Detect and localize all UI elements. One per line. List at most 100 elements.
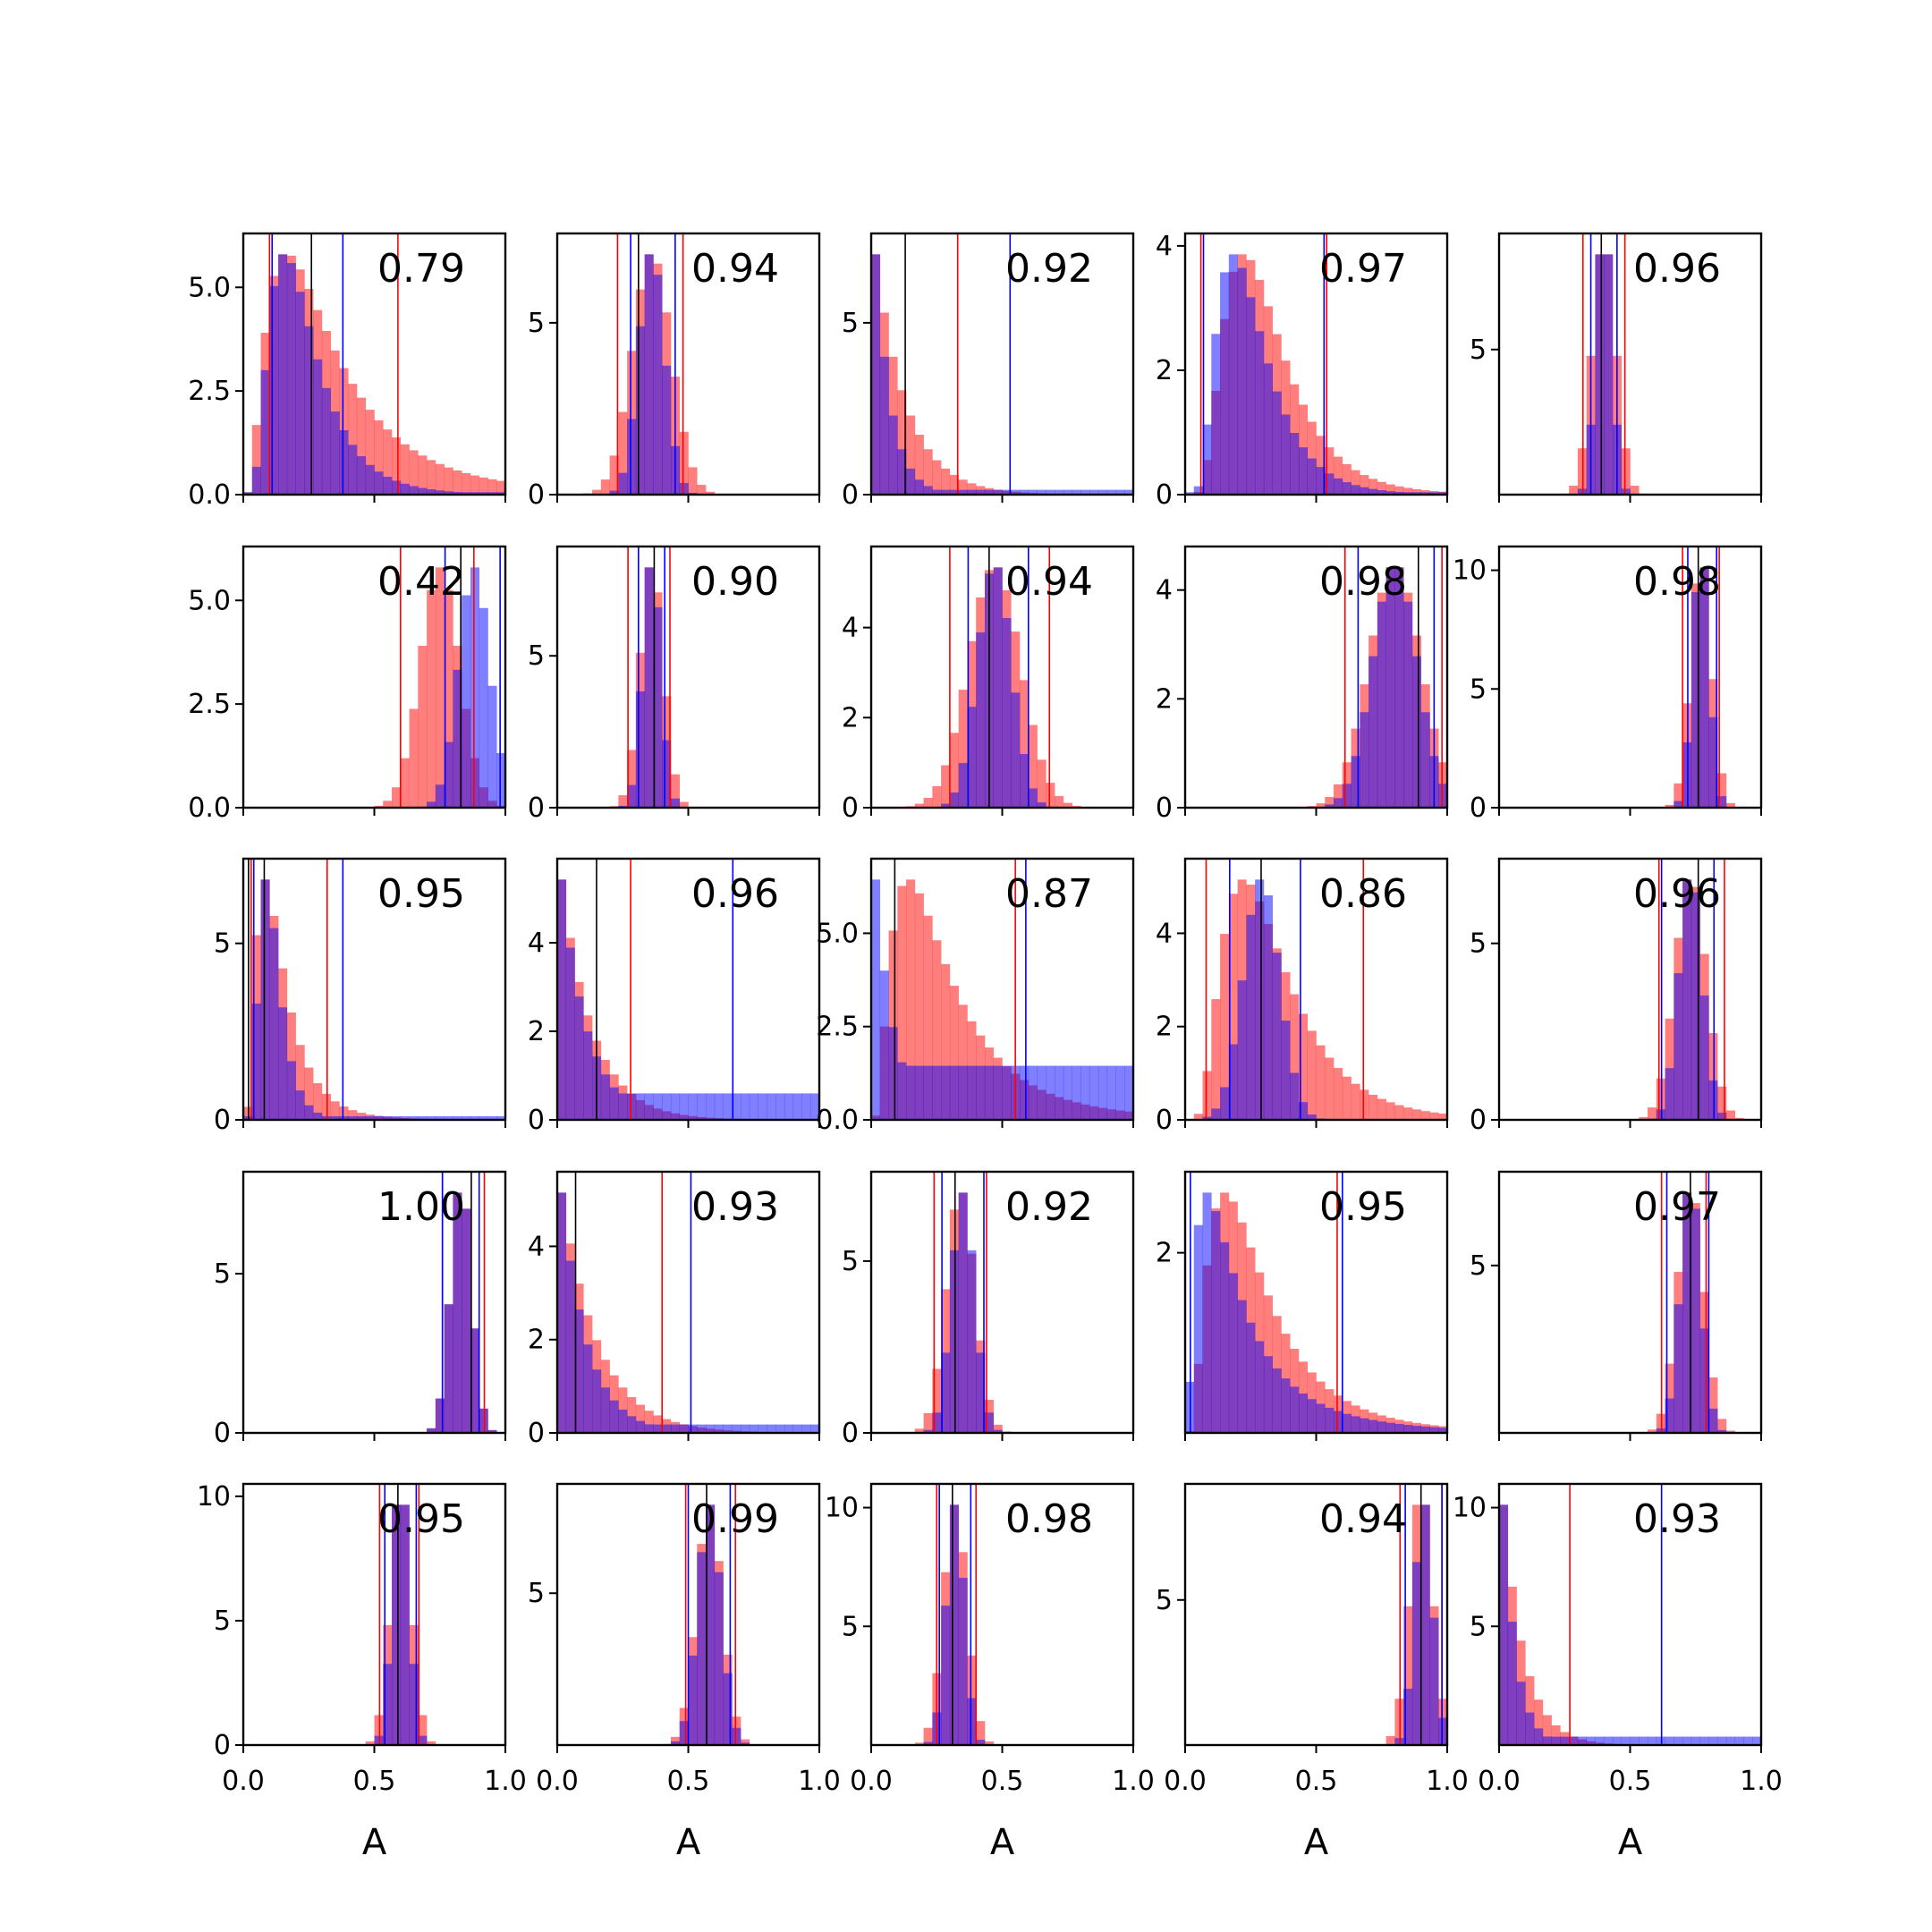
blue-hist-bar <box>1028 1065 1038 1120</box>
blue-hist-bar <box>1255 331 1265 495</box>
blue-hist-bar <box>1325 1407 1335 1433</box>
red-hist-bar <box>1325 797 1335 808</box>
red-hist-bar <box>383 429 393 495</box>
blue-hist-bar <box>1438 1717 1448 1745</box>
blue-hist-bar <box>1752 1736 1762 1745</box>
blue-hist-bar <box>1089 489 1099 495</box>
blue-hist-bar <box>1115 489 1125 495</box>
axes-frame <box>869 1482 1135 1747</box>
blue-hist-bar <box>278 1007 288 1120</box>
y-tick-label: 5 <box>528 640 545 672</box>
blue-hist-bar <box>1612 1736 1623 1745</box>
blue-hist-bar <box>688 1655 698 1745</box>
panel-value-label: 0.42 <box>377 559 465 605</box>
blue-hist-bar <box>984 1412 995 1433</box>
blue-hist-bar <box>958 1065 968 1120</box>
blue-hist-bar <box>427 489 436 495</box>
blue-hist-bar <box>479 1115 488 1120</box>
red-hist-bar <box>330 1101 340 1120</box>
blue-hist-bar <box>1089 1065 1099 1120</box>
y-tick-label: 10 <box>1453 1493 1487 1524</box>
y-tick-label: 0 <box>1470 792 1487 824</box>
blue-hist-bar <box>1272 1368 1282 1433</box>
blue-hist-bar <box>409 1664 419 1745</box>
red-hist-bar <box>644 1411 654 1433</box>
panel-value-label: 0.92 <box>1005 246 1093 292</box>
red-hist-bar <box>914 435 924 495</box>
blue-hist-bar <box>1708 1080 1718 1120</box>
red-hist-bar <box>627 1397 637 1433</box>
y-tick-label: 4 <box>842 613 859 644</box>
blue-hist-bar <box>374 1735 384 1745</box>
red-hist-bar <box>1385 1736 1395 1745</box>
red-hist-bar <box>374 1715 384 1745</box>
blue-hist-bar <box>609 1400 619 1433</box>
y-tick-label: 10 <box>1453 555 1487 587</box>
panel-r1-c3: 050.92 <box>842 232 1135 511</box>
y-tick-label: 5 <box>1470 928 1487 960</box>
x-tick-label: 1.0 <box>1426 1766 1469 1797</box>
blue-hist-bar <box>976 1065 986 1120</box>
blue-hist-bar <box>627 784 637 808</box>
red-hist-bar <box>688 467 698 495</box>
red-hist-bar <box>1334 1068 1343 1120</box>
red-hist-bar <box>1648 1107 1657 1120</box>
blue-hist-bar <box>879 356 889 495</box>
blue-hist-bar <box>801 1424 811 1433</box>
blue-hist-bar <box>1743 1736 1753 1745</box>
red-hist-bar <box>1063 802 1072 808</box>
blue-hist-bar <box>644 254 654 495</box>
blue-hist-bar <box>627 1416 637 1433</box>
blue-hist-bar <box>1708 1736 1718 1745</box>
red-hist-bar <box>356 397 367 495</box>
red-hist-bar <box>1046 783 1055 808</box>
blue-hist-bar <box>435 1115 445 1120</box>
blue-hist-bar <box>1316 1403 1326 1433</box>
blue-hist-bar <box>1534 1728 1544 1745</box>
blue-hist-bar <box>679 1093 689 1120</box>
y-tick-label: 5.0 <box>188 585 231 616</box>
blue-hist-bar <box>1185 492 1195 495</box>
blue-hist-bar <box>914 1065 924 1120</box>
blue-hist-bar <box>618 1409 628 1433</box>
y-tick-label: 2 <box>528 1016 545 1047</box>
blue-hist-bar <box>1368 1419 1378 1433</box>
blue-hist-bar <box>1080 1065 1090 1120</box>
blue-hist-bar <box>243 492 253 495</box>
blue-hist-bar <box>775 1093 785 1120</box>
red-hist-bar <box>670 774 681 808</box>
red-hist-bar <box>1420 1111 1430 1120</box>
blue-hist-bar <box>644 567 654 808</box>
blue-hist-bar <box>1080 489 1090 495</box>
red-hist-bar <box>427 589 436 808</box>
red-hist-bar <box>1394 1105 1404 1120</box>
red-hist-bar <box>600 479 610 495</box>
blue-hist-bar <box>1281 1021 1291 1120</box>
blue-hist-bar <box>810 1424 820 1433</box>
x-tick-label: 0.0 <box>1164 1766 1207 1797</box>
red-hist-bar <box>1193 1114 1203 1120</box>
blue-hist-bar <box>749 1424 758 1433</box>
blue-hist-bar <box>574 1309 584 1433</box>
blue-hist-bar <box>295 292 305 495</box>
blue-hist-bar <box>1106 489 1116 495</box>
blue-hist-bar <box>435 1398 445 1433</box>
blue-hist-bar <box>1656 1736 1665 1745</box>
red-hist-bar <box>1569 486 1579 495</box>
red-hist-bar <box>1708 1032 1718 1120</box>
blue-hist-bar <box>1604 1736 1614 1745</box>
blue-hist-bar <box>984 1065 995 1120</box>
blue-hist-bar <box>958 763 968 808</box>
blue-hist-bar <box>1351 756 1360 808</box>
blue-hist-bar <box>767 1093 776 1120</box>
blue-hist-bar <box>635 1420 645 1433</box>
blue-hist-bar <box>1202 1192 1212 1433</box>
red-hist-bar <box>1055 796 1064 808</box>
panel-value-label: 0.90 <box>691 559 779 605</box>
x-tick-label: 0.5 <box>667 1766 710 1797</box>
red-hist-bar <box>1717 773 1727 808</box>
blue-hist-bar <box>732 1727 741 1745</box>
blue-hist-bar <box>392 480 402 495</box>
blue-hist-bar <box>993 567 1003 808</box>
x-tick-label: 0.0 <box>536 1766 579 1797</box>
